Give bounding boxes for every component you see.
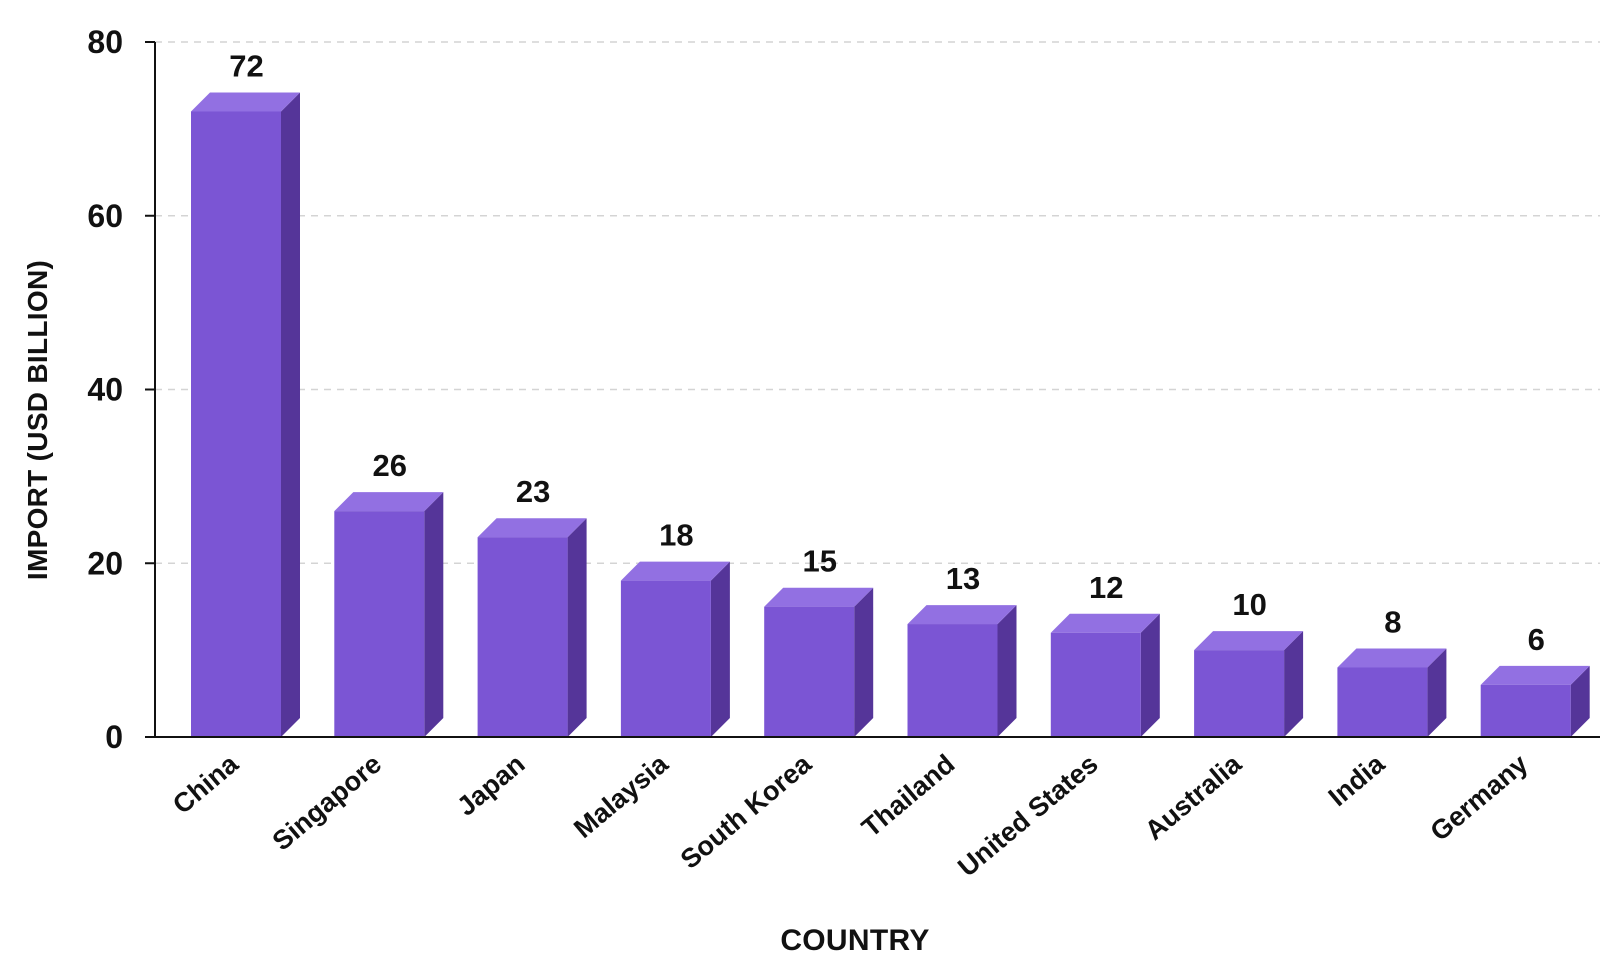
bar-top: [1050, 613, 1160, 633]
bar-top: [1337, 648, 1447, 668]
bar-top: [1194, 631, 1304, 651]
bar-side: [567, 518, 587, 737]
bars: [191, 92, 1590, 737]
bar-top: [191, 92, 300, 112]
bar-side: [424, 492, 444, 737]
bar-front: [907, 624, 998, 737]
x-tick-label: Malaysia: [568, 748, 674, 844]
bar: [1194, 631, 1304, 737]
bar-front: [1050, 632, 1141, 737]
x-tick-label: Japan: [451, 749, 530, 822]
x-tick-label: Germany: [1425, 749, 1534, 847]
x-tick-label: South Korea: [675, 748, 818, 875]
bar: [1480, 665, 1590, 737]
bar-side: [1427, 648, 1447, 737]
data-labels: 72 26 23 18 15 13 12 10 8 6: [229, 49, 1545, 657]
y-tick-label: 80: [87, 24, 123, 60]
x-tick-label: India: [1323, 748, 1391, 812]
data-label: 6: [1528, 622, 1545, 657]
x-tick-label: Singapore: [267, 749, 387, 857]
x-tick-label: China: [167, 748, 244, 820]
data-label: 18: [659, 518, 693, 553]
data-label: 10: [1232, 587, 1266, 622]
bar: [477, 518, 587, 737]
bar-top: [477, 518, 587, 538]
bar-front: [1194, 650, 1285, 737]
data-label: 72: [229, 49, 263, 84]
bar: [620, 561, 730, 737]
bar: [907, 605, 1017, 737]
x-tick-label: Thailand: [856, 749, 960, 843]
data-label: 23: [516, 474, 550, 509]
bar-front: [477, 537, 568, 737]
x-axis-title: COUNTRY: [780, 924, 929, 957]
bar-front: [764, 606, 855, 737]
bar-front: [620, 580, 711, 737]
bar-side: [1284, 631, 1304, 737]
bar-side: [997, 605, 1017, 737]
bar: [1050, 613, 1160, 737]
data-label: 12: [1089, 570, 1123, 605]
bar-top: [1480, 665, 1590, 685]
bar-side: [710, 561, 730, 737]
gridlines: [155, 41, 1600, 564]
data-label: 15: [802, 544, 836, 579]
bar-front: [334, 511, 425, 737]
bar-top: [620, 561, 730, 581]
bar: [1337, 648, 1447, 737]
x-tick-label: Australia: [1139, 748, 1248, 846]
bar-top: [334, 492, 444, 512]
bar-side: [281, 92, 300, 737]
y-tick-label: 0: [105, 719, 123, 755]
bar-top: [764, 587, 874, 607]
data-label: 13: [946, 561, 980, 596]
y-tick-label: 40: [87, 372, 123, 408]
bar-side: [1570, 665, 1590, 737]
bar: [764, 587, 874, 737]
y-tick-label: 20: [87, 545, 123, 581]
x-tick-label: United States: [952, 749, 1103, 883]
bar-front: [1480, 684, 1571, 737]
y-tick-label: 60: [87, 198, 123, 234]
y-axis-ticks: 0 20 40 60 80: [87, 24, 155, 755]
data-label: 26: [373, 448, 407, 483]
bar: [334, 492, 444, 737]
bar-top: [907, 605, 1017, 625]
bar-front: [1337, 667, 1428, 737]
bar-side: [854, 587, 874, 737]
bar: [191, 92, 300, 737]
x-axis-ticks: China Singapore Japan Malaysia South Korea Th…: [167, 748, 1533, 883]
bar-front: [191, 111, 281, 737]
data-label: 8: [1384, 605, 1401, 640]
bar-side: [1140, 613, 1160, 737]
y-axis-title: IMPORT (USD BILLION): [22, 260, 53, 580]
